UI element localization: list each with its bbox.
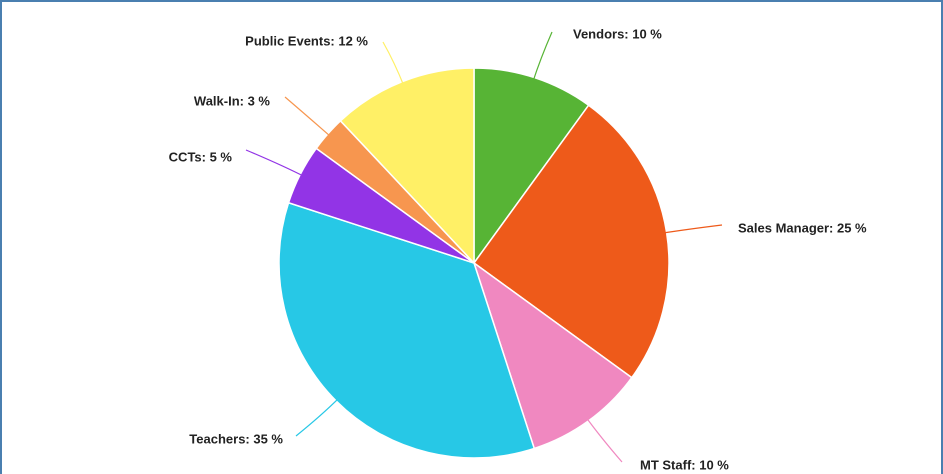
slice-label: Sales Manager: 25 % — [738, 220, 867, 235]
leader-line — [661, 224, 723, 234]
leader-line — [532, 31, 553, 83]
leader-line — [585, 416, 623, 463]
leader-line — [382, 41, 405, 87]
slice-label: Public Events: 12 % — [245, 33, 368, 48]
slice-label: Walk-In: 3 % — [194, 93, 271, 108]
slice-label: Vendors: 10 % — [573, 26, 662, 41]
slice-label: CCTs: 5 % — [169, 149, 233, 164]
leader-line — [245, 149, 305, 178]
slice-label: Teachers: 35 % — [189, 431, 283, 446]
slice-label: MT Staff: 10 % — [640, 457, 729, 472]
leader-line — [284, 96, 332, 138]
leader-line — [295, 396, 341, 437]
